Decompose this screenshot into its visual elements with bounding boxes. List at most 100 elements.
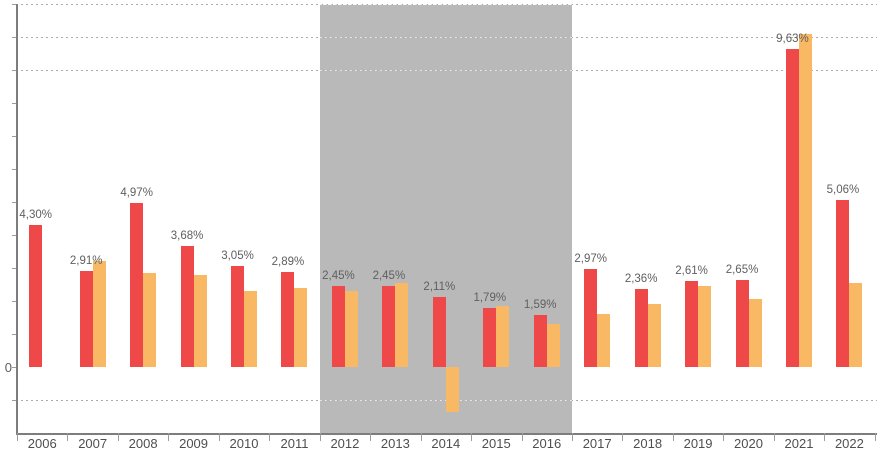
- bar-orange-2020: [748, 299, 762, 367]
- gridline-dashed-band-overlay-11: [319, 4, 572, 5]
- y-axis-tick-3: [12, 268, 16, 269]
- bar-orange-2012: [344, 291, 358, 367]
- x-label-2008: 2008: [128, 436, 158, 451]
- x-label-2011: 2011: [280, 436, 309, 451]
- bar-red-2019: [685, 280, 699, 367]
- y-axis-tick-5: [12, 202, 16, 203]
- data-label-2015: 1,79%: [473, 291, 507, 304]
- y-axis-tick-4: [12, 235, 16, 236]
- bar-orange-2013: [395, 282, 409, 367]
- x-axis-tick-17: [874, 433, 876, 441]
- bar-red-2013: [382, 286, 396, 367]
- y-axis-tick-0: [12, 367, 16, 368]
- bar-orange-2014: [445, 367, 459, 412]
- data-label-2019: 2,61%: [675, 264, 708, 277]
- bar-red-2018: [634, 289, 648, 367]
- x-label-2018: 2018: [633, 436, 663, 451]
- data-label-2011: 2,89%: [271, 255, 305, 268]
- x-axis-tick-1: [67, 433, 69, 441]
- x-label-2014: 2014: [431, 436, 461, 451]
- x-axis-tick-15: [773, 433, 775, 441]
- x-axis-tick-12: [622, 433, 624, 441]
- bar-red-2022: [836, 200, 850, 367]
- x-axis-tick-0: [17, 433, 18, 441]
- x-label-2006: 2006: [27, 436, 57, 451]
- y-axis-tick-1: [12, 334, 16, 335]
- bar-red-2007: [79, 270, 93, 367]
- bar-red-2010: [231, 266, 245, 367]
- x-label-2009: 2009: [179, 436, 209, 451]
- x-axis-tick-10: [521, 433, 523, 441]
- bar-red-2011: [281, 271, 295, 367]
- data-label-2020: 2,65%: [725, 263, 759, 276]
- x-axis-tick-9: [471, 433, 473, 441]
- x-label-2013: 2013: [380, 436, 410, 451]
- bar-orange-2011: [294, 287, 308, 367]
- bar-orange-2015: [496, 305, 510, 367]
- bar-orange-2022: [849, 282, 863, 367]
- x-label-2020: 2020: [734, 436, 763, 451]
- bar-orange-2010: [244, 291, 258, 367]
- x-axis-line: [16, 433, 877, 435]
- data-label-2016: 1,59%: [523, 298, 557, 311]
- x-label-2010: 2010: [229, 436, 259, 451]
- bar-orange-2021: [798, 33, 812, 367]
- bar-orange-2009: [193, 274, 207, 367]
- x-label-2007: 2007: [78, 436, 108, 451]
- bar-red-2017: [584, 268, 598, 367]
- data-label-2018: 2,36%: [624, 273, 658, 286]
- x-axis-tick-4: [218, 433, 220, 441]
- x-label-2012: 2012: [330, 436, 360, 451]
- x-axis-tick-11: [571, 433, 573, 441]
- x-label-2016: 2016: [532, 436, 562, 451]
- bar-orange-2016: [546, 324, 560, 367]
- bar-red-2020: [735, 279, 749, 367]
- y-axis-tick--1: [12, 400, 16, 401]
- y-axis-tick-7: [12, 136, 16, 137]
- data-label-2022: 5,06%: [826, 184, 860, 197]
- data-label-2009: 3,68%: [170, 229, 204, 242]
- highlight-band-2012-2016: [319, 5, 572, 433]
- y-axis-line: [16, 4, 18, 433]
- x-axis-tick-16: [824, 433, 826, 441]
- bar-red-2021: [785, 49, 799, 367]
- bar-orange-2019: [698, 286, 712, 367]
- bar-red-2014: [432, 297, 446, 367]
- x-label-2022: 2022: [834, 436, 864, 451]
- bar-red-2009: [180, 245, 194, 367]
- bar-red-2015: [483, 307, 497, 367]
- bar-orange-2017: [597, 314, 611, 367]
- data-label-2006: 4,30%: [19, 209, 53, 222]
- bar-orange-2008: [143, 272, 157, 367]
- data-label-2013: 2,45%: [372, 270, 406, 283]
- bar-red-2016: [533, 314, 547, 367]
- x-label-2019: 2019: [683, 436, 713, 451]
- x-label-2017: 2017: [582, 436, 612, 451]
- x-axis-tick-3: [168, 433, 170, 441]
- y-axis-tick-6: [12, 169, 16, 170]
- data-label-2017: 2,97%: [574, 252, 607, 265]
- x-axis-tick-13: [672, 433, 674, 441]
- y-axis-tick-2: [12, 301, 16, 302]
- y-axis-zero-label: 0: [4, 360, 12, 375]
- x-axis-tick-6: [319, 433, 321, 441]
- gridline-dashed-band-overlay-9: [319, 70, 572, 71]
- bar-red-2012: [331, 286, 345, 367]
- data-label-2008: 4,97%: [120, 186, 153, 199]
- x-axis-tick-5: [269, 433, 271, 441]
- x-axis-tick-8: [420, 433, 422, 441]
- y-axis-tick-10: [12, 37, 16, 38]
- data-label-2021: 9,63%: [776, 33, 809, 46]
- x-axis-tick-7: [370, 433, 372, 441]
- data-label-2007: 2,91%: [69, 254, 103, 267]
- data-label-2012: 2,45%: [322, 270, 355, 283]
- bar-red-2006: [29, 225, 43, 367]
- bar-red-2008: [130, 202, 144, 367]
- bar-orange-2018: [647, 304, 661, 367]
- gridline-dashed-band-overlay-10: [319, 37, 572, 38]
- x-label-2015: 2015: [481, 436, 511, 451]
- bar-orange-2007: [92, 261, 106, 367]
- y-axis-tick-9: [12, 70, 16, 71]
- x-axis-tick-2: [117, 433, 119, 441]
